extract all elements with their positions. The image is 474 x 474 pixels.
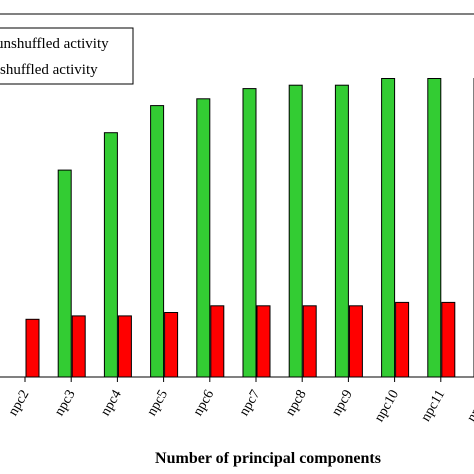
bar-unshuffled-npc10: [381, 78, 396, 378]
x-tick-label-npc6: npc6: [191, 388, 218, 419]
bar-shuffled-npc8: [302, 305, 317, 378]
bar-shuffled-npc11: [441, 301, 456, 378]
bar-unshuffled-npc3: [57, 169, 72, 378]
x-tick-label-npc4: npc4: [98, 388, 125, 419]
bar-shuffled-npc5: [164, 312, 179, 378]
x-ticks-layer: npc2 npc3 npc4 npc5 npc6 npc7 npc8 npc9 npc10 npc…: [6, 377, 474, 425]
x-tick-label-npc3: npc3: [52, 388, 79, 419]
legend: unshuffled activity shuffled activity: [0, 27, 134, 85]
bars-layer: [25, 78, 474, 378]
bar-shuffled-npc10: [395, 301, 410, 378]
x-axis-label: Number of principal components: [155, 450, 381, 467]
bar-shuffled-npc7: [256, 305, 271, 378]
x-tick-label-npc10: npc10: [372, 388, 402, 425]
bar-unshuffled-npc11: [427, 78, 442, 378]
x-tick-label-npc12: npc12: [464, 388, 474, 425]
x-tick-label-npc9: npc9: [329, 388, 356, 419]
legend-label-unshuffled: unshuffled activity: [0, 36, 109, 52]
bar-shuffled-npc2: [25, 318, 40, 378]
bar-unshuffled-npc5: [150, 105, 165, 378]
bar-shuffled-npc9: [348, 305, 363, 378]
bar-unshuffled-npc7: [242, 88, 257, 378]
x-tick-label-npc7: npc7: [237, 388, 264, 419]
legend-label-shuffled: shuffled activity: [0, 62, 98, 78]
x-tick-label-npc5: npc5: [144, 388, 171, 419]
bar-shuffled-npc6: [210, 305, 225, 378]
bar-shuffled-npc4: [117, 315, 132, 378]
bar-unshuffled-npc6: [196, 98, 211, 378]
bar-unshuffled-npc8: [288, 84, 303, 378]
bar-unshuffled-npc9: [334, 84, 349, 378]
bar-unshuffled-npc4: [103, 132, 118, 378]
legend-box: [0, 27, 134, 85]
x-tick-label-npc2: npc2: [6, 388, 33, 419]
x-tick-label-npc8: npc8: [283, 388, 310, 419]
x-tick-label-npc11: npc11: [418, 388, 448, 425]
bar-shuffled-npc3: [71, 315, 86, 378]
